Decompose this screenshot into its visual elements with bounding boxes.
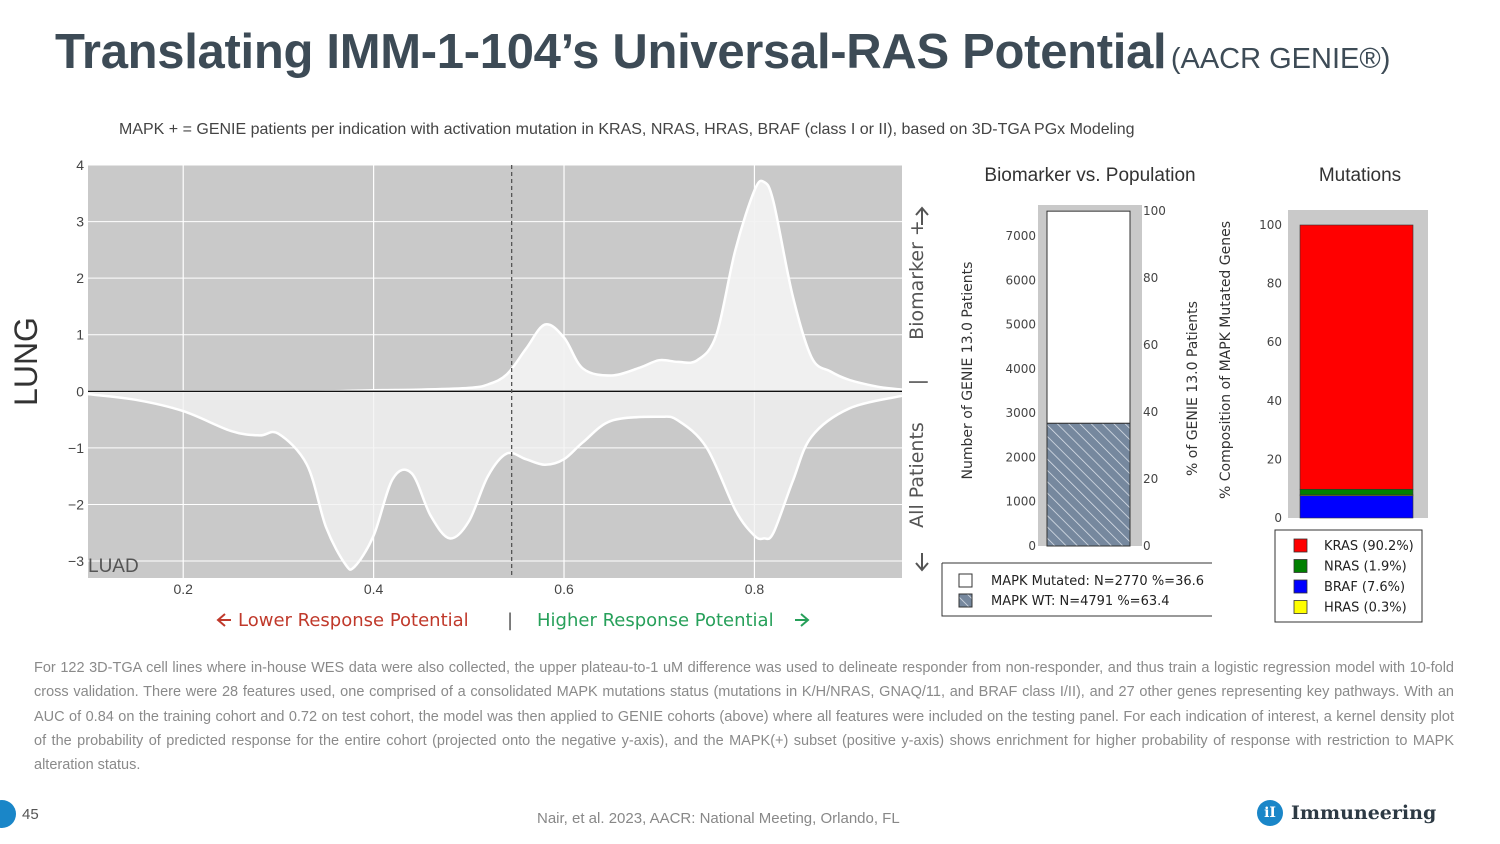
y-tick-label: 4 xyxy=(76,157,84,173)
legend-label-wt: MAPK WT: N=4791 %=63.4 xyxy=(991,594,1170,609)
wt-bar-segment xyxy=(1046,210,1131,424)
y-tick-label: −1 xyxy=(68,440,84,456)
mutations-tick-label: 0 xyxy=(1274,511,1282,525)
mutations-tick-label: 100 xyxy=(1259,218,1282,232)
stack-segment xyxy=(1299,488,1414,496)
left-tick-label: 0 xyxy=(1028,539,1036,553)
left-tick-label: 4000 xyxy=(1005,362,1036,376)
legend-swatch xyxy=(1293,538,1308,553)
logo-name: Immuneering xyxy=(1291,802,1437,824)
left-tick-label: 3000 xyxy=(1005,406,1036,420)
x-tick-label: 0.4 xyxy=(364,581,384,597)
mutations-tick-label: 40 xyxy=(1267,394,1282,408)
legend-label-mutated: MAPK Mutated: N=2770 %=36.6 xyxy=(991,574,1204,589)
right-tick-label: 80 xyxy=(1143,271,1158,285)
y-tick-label: 0 xyxy=(76,383,84,399)
mutations-chart: Mutations 0 20 40 60 80 100 % Composition of MA… xyxy=(1218,165,1428,623)
all-patients-axis-label: All Patients xyxy=(906,422,928,528)
biomarker-left-axis-label: Number of GENIE 13.0 Patients xyxy=(960,262,976,480)
biomarker-chart-title: Biomarker vs. Population xyxy=(984,165,1195,186)
biomarker-axis-label: Biomarker + xyxy=(906,220,928,340)
response-divider: | xyxy=(507,610,513,631)
stack-segment xyxy=(1299,495,1414,519)
y-tick-label: −3 xyxy=(68,553,84,569)
title-main: Translating IMM-1-104’s Universal-RAS Po… xyxy=(55,25,1167,79)
left-tick-label: 7000 xyxy=(1005,229,1036,243)
indication-label: LUNG xyxy=(8,317,44,406)
left-tick-label: 6000 xyxy=(1005,273,1036,287)
mutations-tick-label: 20 xyxy=(1267,452,1282,466)
biomarker-right-axis-label: % of GENIE 13.0 Patients xyxy=(1185,301,1201,476)
biomarker-density-area xyxy=(88,180,902,392)
x-tick-label: 0.8 xyxy=(745,581,765,597)
left-arrow-icon xyxy=(216,613,231,627)
down-arrow-icon xyxy=(915,553,929,572)
density-chart: 0.2 0.4 0.6 0.8 4 3 2 1 0 −1 −2 −3 LUAD LUNG Biomarker… xyxy=(8,157,929,631)
company-logo: iI Immuneering xyxy=(1257,800,1436,826)
footnote: For 122 3D-TGA cell lines where in-house… xyxy=(34,660,1454,774)
x-tick-label: 0.6 xyxy=(554,581,574,597)
legend-label: NRAS (1.9%) xyxy=(1324,560,1407,575)
y-tick-label: 3 xyxy=(76,214,84,230)
right-arrow-icon xyxy=(795,613,810,627)
logo-mark-icon: iI xyxy=(1257,800,1283,826)
slide-title: Translating IMM-1-104’s Universal-RAS Po… xyxy=(55,24,1390,80)
mutations-chart-title: Mutations xyxy=(1319,165,1401,186)
mutations-tick-label: 60 xyxy=(1267,335,1282,349)
title-suffix: (AACR GENIE®) xyxy=(1170,43,1391,75)
panel-label: LUAD xyxy=(88,556,139,577)
legend-swatch xyxy=(1293,579,1308,594)
right-tick-label: 20 xyxy=(1143,472,1158,486)
left-tick-label: 1000 xyxy=(1005,495,1036,509)
legend-label: KRAS (90.2%) xyxy=(1324,539,1414,554)
right-tick-label: 40 xyxy=(1143,405,1158,419)
x-tick-label: 0.2 xyxy=(173,581,193,597)
legend-swatch xyxy=(1293,559,1308,573)
mutations-axis-label: % Composition of MAPK Mutated Genes xyxy=(1218,221,1234,499)
lower-response-label: Lower Response Potential xyxy=(238,610,469,631)
left-tick-label: 5000 xyxy=(1005,318,1036,332)
legend-swatch xyxy=(1293,600,1308,614)
all-patients-density-line xyxy=(87,392,903,571)
left-tick-label: 2000 xyxy=(1005,450,1036,464)
legend-label: BRAF (7.6%) xyxy=(1324,580,1405,595)
biomarker-chart: Biomarker vs. Population0100020003000400… xyxy=(941,165,1212,617)
citation: Nair, et al. 2023, AACR: National Meetin… xyxy=(537,810,900,827)
biomarker-legend-frame xyxy=(941,562,1212,617)
y-tick-label: −2 xyxy=(68,496,84,512)
mutations-tick-label: 80 xyxy=(1267,277,1282,291)
slide-subtitle: MAPK + = GENIE patients per indication w… xyxy=(119,121,1135,138)
legend-swatch-wt xyxy=(958,593,973,608)
right-tick-label: 100 xyxy=(1143,204,1166,218)
axis-divider: | xyxy=(906,379,928,385)
y-tick-label: 2 xyxy=(76,270,84,286)
right-tick-label: 60 xyxy=(1143,338,1158,352)
mutated-bar-segment xyxy=(1046,422,1131,547)
right-tick-label: 0 xyxy=(1143,539,1151,553)
y-tick-label: 1 xyxy=(76,327,84,343)
legend-swatch-mutated xyxy=(958,573,973,588)
up-arrow-icon xyxy=(915,206,929,225)
page-number: 45 xyxy=(22,806,39,823)
legend-label: HRAS (0.3%) xyxy=(1324,601,1407,616)
stack-segment xyxy=(1299,224,1414,490)
page-indicator-dot xyxy=(0,800,16,828)
higher-response-label: Higher Response Potential xyxy=(537,610,774,631)
